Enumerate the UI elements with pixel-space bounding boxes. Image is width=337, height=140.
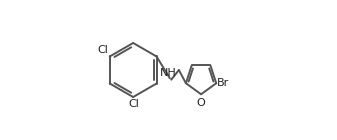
Text: Br: Br xyxy=(217,78,229,88)
Text: Cl: Cl xyxy=(98,45,109,55)
Text: Cl: Cl xyxy=(128,99,139,109)
Text: NH: NH xyxy=(160,68,177,78)
Text: O: O xyxy=(197,98,206,108)
